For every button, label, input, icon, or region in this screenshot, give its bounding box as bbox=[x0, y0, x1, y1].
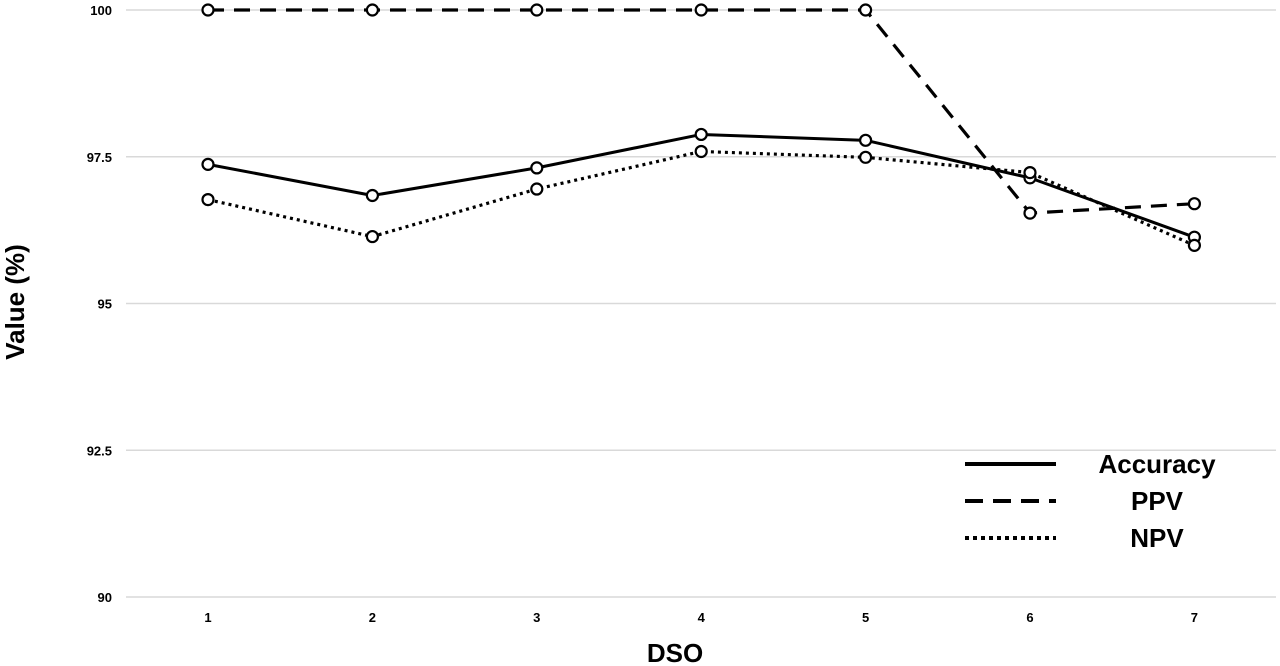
data-point-npv bbox=[1187, 238, 1202, 252]
x-tick-label: 6 bbox=[1026, 610, 1033, 625]
x-tick-label: 4 bbox=[698, 610, 706, 625]
data-point-ppv bbox=[1023, 206, 1037, 220]
y-tick-label: 97.5 bbox=[87, 150, 112, 165]
legend-label-accuracy: Accuracy bbox=[1098, 449, 1216, 479]
y-tick-label: 92.5 bbox=[87, 443, 112, 458]
data-point-npv bbox=[858, 150, 873, 164]
x-axis-title: DSO bbox=[647, 638, 703, 666]
data-point-accuracy bbox=[858, 133, 873, 147]
x-axis-ticks: 1 2 3 4 5 6 7 bbox=[204, 610, 1198, 625]
grid-lines bbox=[126, 9, 1276, 598]
data-point-ppv bbox=[365, 3, 379, 17]
data-point-npv bbox=[694, 144, 708, 159]
data-point-accuracy bbox=[530, 161, 544, 175]
series-line-npv bbox=[207, 149, 1196, 247]
series-lines bbox=[207, 8, 1196, 247]
y-axis-title: Value (%) bbox=[0, 244, 30, 360]
data-point-npv bbox=[1023, 165, 1037, 180]
y-tick-label: 95 bbox=[98, 297, 112, 312]
data-point-accuracy bbox=[365, 188, 379, 203]
x-tick-label: 1 bbox=[204, 610, 211, 625]
legend-label-ppv: PPV bbox=[1131, 486, 1184, 516]
y-tick-label: 90 bbox=[98, 590, 112, 605]
y-axis-ticks: 90 92.5 95 97.5 100 bbox=[87, 3, 112, 605]
x-tick-label: 7 bbox=[1191, 610, 1198, 625]
data-point-npv bbox=[201, 193, 215, 207]
x-tick-label: 2 bbox=[369, 610, 376, 625]
data-point-ppv bbox=[530, 3, 544, 17]
x-tick-label: 5 bbox=[862, 610, 869, 625]
data-point-npv bbox=[530, 182, 544, 196]
legend: Accuracy PPV NPV bbox=[965, 449, 1216, 553]
data-point-ppv bbox=[858, 3, 873, 17]
series-markers bbox=[201, 3, 1202, 252]
data-point-npv bbox=[365, 229, 379, 244]
data-point-ppv bbox=[1187, 197, 1202, 211]
y-tick-label: 100 bbox=[90, 3, 112, 18]
x-tick-label: 3 bbox=[533, 610, 540, 625]
data-point-accuracy bbox=[694, 127, 708, 142]
legend-label-npv: NPV bbox=[1130, 523, 1184, 553]
data-point-accuracy bbox=[201, 157, 215, 171]
data-point-ppv bbox=[201, 3, 215, 17]
data-point-ppv bbox=[694, 3, 708, 17]
